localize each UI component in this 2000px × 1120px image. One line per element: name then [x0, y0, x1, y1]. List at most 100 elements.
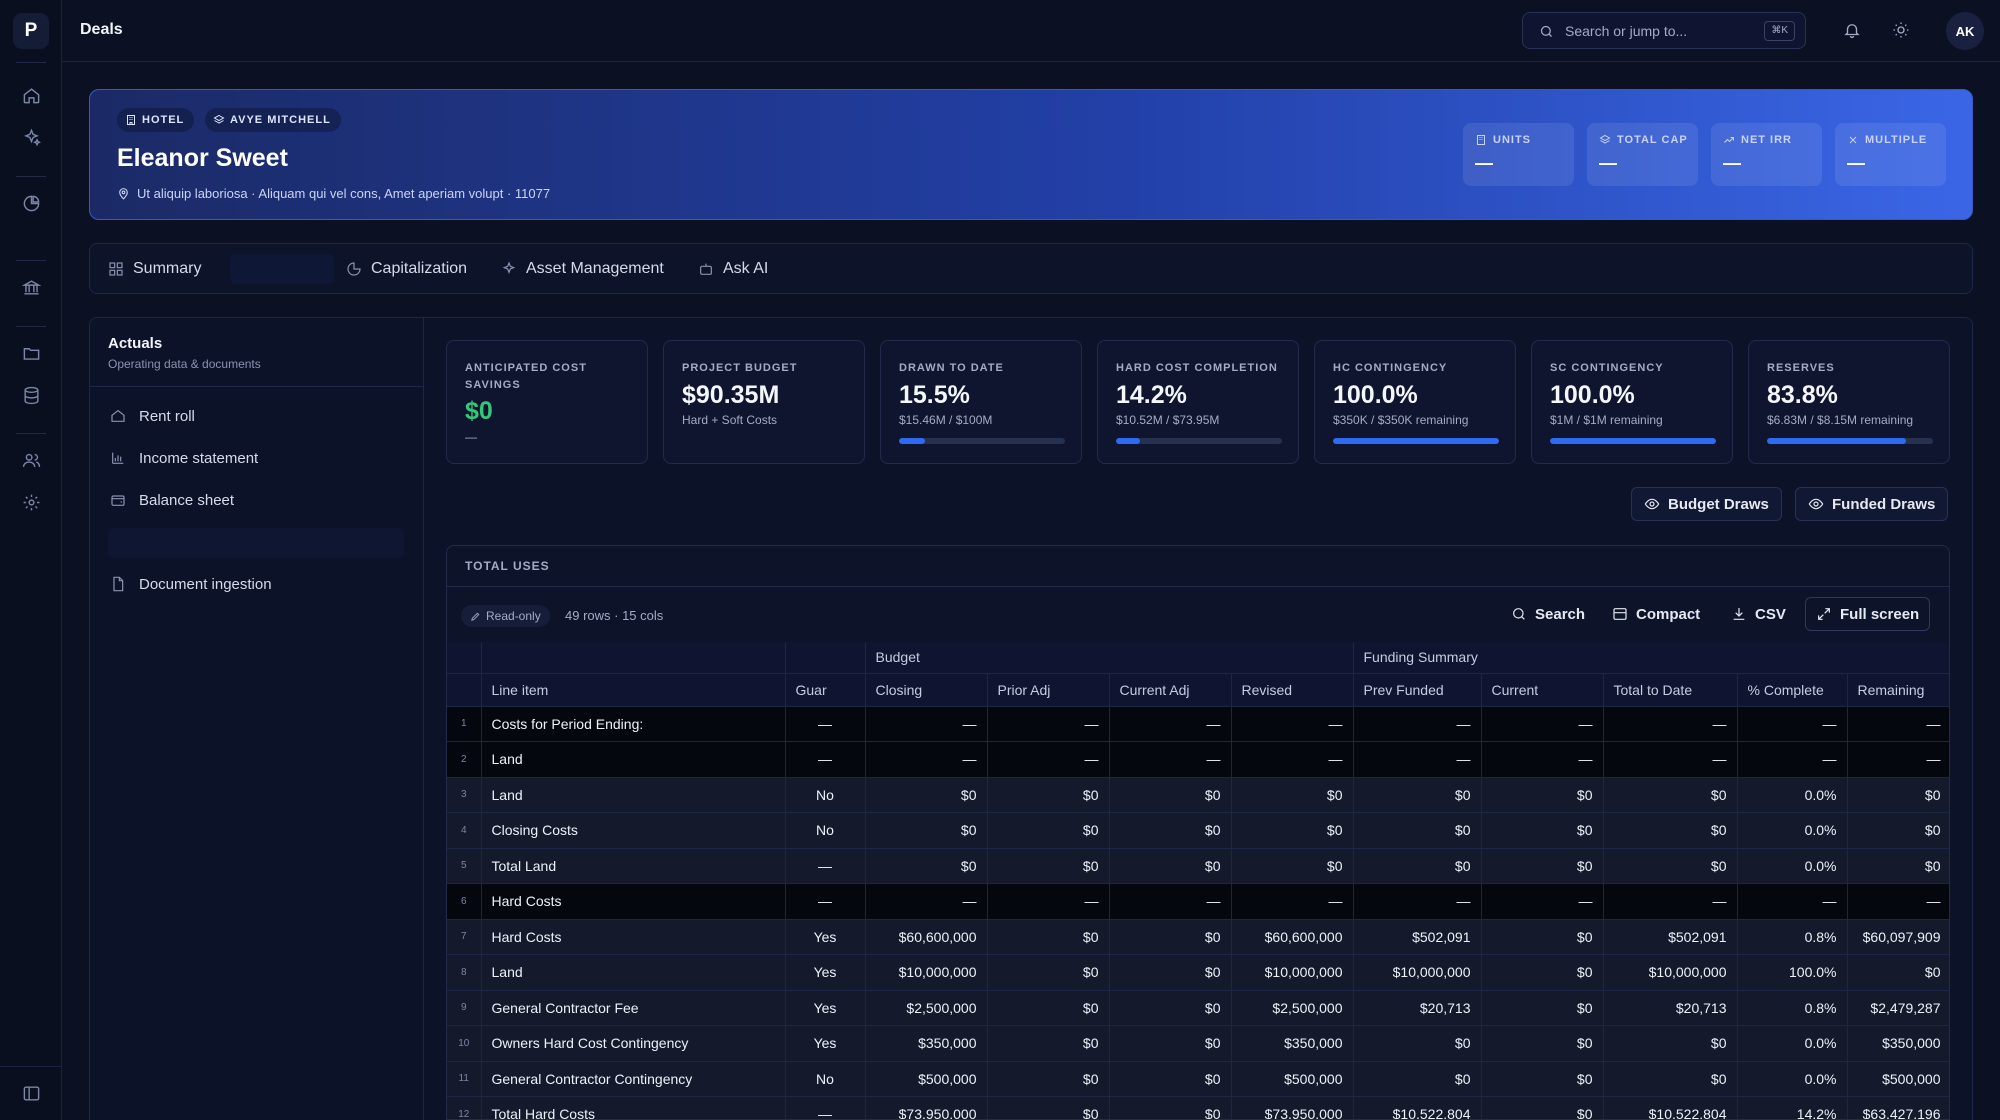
table-cell: 0.0%	[1737, 812, 1848, 849]
grid-icon	[109, 261, 123, 276]
app-logo[interactable]: P	[13, 13, 49, 49]
table-row[interactable]: 9 General Contractor Fee Yes $2,500,000 $0 $0…	[447, 990, 1949, 1026]
budget-draws-button[interactable]: Budget Draws	[1631, 487, 1782, 521]
table-row[interactable]: 4 Closing Costs No $0 $0 $0 $0 $0 $0 $0 0.0% $0	[447, 812, 1949, 849]
sun-icon[interactable]	[1889, 18, 1913, 42]
table-cell: $0	[865, 777, 988, 813]
tag-property-type: HOTEL	[117, 108, 195, 132]
table-cell: $2,500,000	[865, 990, 988, 1026]
column-header[interactable]: Remaining	[1847, 673, 1949, 707]
table-row[interactable]: 12 Total Hard Costs — $73,950,000 $0 $0 $73,95…	[447, 1096, 1949, 1119]
table-cell: $350,000	[1231, 1025, 1354, 1062]
column-header[interactable]: Current Adj	[1109, 673, 1232, 707]
funded-draws-button[interactable]: Funded Draws	[1795, 487, 1949, 521]
column-header[interactable]: Closing	[865, 673, 988, 707]
table-cell: —	[1737, 741, 1848, 778]
nav-balance-sheet[interactable]: Balance sheet	[110, 485, 234, 515]
table-row[interactable]: 1 Costs for Period Ending: — — — — — — — — — —	[447, 706, 1949, 742]
nav-income-statement[interactable]: Income statement	[110, 443, 258, 473]
table-search-button[interactable]: Search	[1501, 597, 1595, 631]
column-group-row: Budget Funding Summary	[447, 642, 1949, 674]
table-cell: $0	[1847, 812, 1949, 849]
table-cell: 14.2%	[1737, 1096, 1848, 1119]
table-cell: —	[1109, 706, 1232, 742]
layers-icon	[213, 114, 225, 124]
table-cell: Yes	[785, 1025, 866, 1062]
table-cell: $0	[1231, 848, 1354, 884]
column-header[interactable]: Revised	[1231, 673, 1354, 707]
table-row[interactable]: 10 Owners Hard Cost Contingency Yes $350,00…	[447, 1025, 1949, 1062]
column-header[interactable]: % Complete	[1737, 673, 1848, 707]
column-header[interactable]: Current	[1481, 673, 1604, 707]
sidebar-toggle-icon[interactable]	[17, 1079, 45, 1107]
tab-asset-management[interactable]: Asset Management	[501, 244, 664, 293]
nav-rent-roll[interactable]: Rent roll	[110, 401, 195, 431]
table-cell: $0	[1109, 1061, 1232, 1097]
kpi-subtext: $1M / $1M remaining	[1550, 413, 1663, 427]
table-row[interactable]: 8 Land Yes $10,000,000 $0 $0 $10,000,000 $10,00…	[447, 954, 1949, 991]
file-icon	[113, 576, 124, 592]
sparkles-icon[interactable]	[17, 123, 45, 151]
table-row[interactable]: 5 Total Land — $0 $0 $0 $0 $0 $0 $0 0.0% $0	[447, 848, 1949, 884]
csv-button[interactable]: CSV	[1721, 597, 1796, 631]
column-header[interactable]: Prev Funded	[1353, 673, 1482, 707]
table-cell: $0	[1353, 812, 1482, 849]
table-cell: $0	[1109, 990, 1232, 1026]
pie-chart-icon[interactable]	[17, 189, 45, 217]
table-cell: $0	[1603, 1061, 1738, 1097]
bell-icon[interactable]	[1840, 18, 1864, 42]
row-number: 1	[447, 706, 482, 742]
kpi-subtext: Hard + Soft Costs	[682, 413, 778, 427]
table-cell: 0.0%	[1737, 777, 1848, 813]
expand-icon	[1818, 608, 1830, 620]
avatar[interactable]: AK	[1946, 12, 1984, 50]
table-cell: $60,097,909	[1847, 919, 1949, 955]
search-input[interactable]: Search or jump to... ⌘K	[1522, 12, 1806, 49]
table-cell: $60,600,000	[1231, 919, 1354, 955]
table-cell: $0	[1603, 848, 1738, 884]
table-row[interactable]: 3 Land No $0 $0 $0 $0 $0 $0 $0 0.0% $0	[447, 777, 1949, 813]
layers-icon	[1599, 134, 1611, 144]
table-cell: $0	[1847, 954, 1949, 991]
database-icon[interactable]	[17, 381, 45, 409]
folder-icon[interactable]	[17, 339, 45, 367]
home-icon[interactable]	[17, 81, 45, 109]
table-row[interactable]: 11 General Contractor Contingency No $500,0…	[447, 1061, 1949, 1097]
gear-icon[interactable]	[17, 488, 45, 516]
compact-button[interactable]: Compact	[1602, 597, 1710, 631]
tab-capitalization[interactable]: Capitalization	[346, 244, 467, 293]
deal-header: HOTEL AVYE MITCHELL Eleanor Sweet Ut ali…	[89, 89, 1973, 220]
stat-multiple: MULTIPLE —	[1835, 123, 1946, 186]
wallet-icon	[111, 495, 125, 506]
bank-icon[interactable]	[17, 273, 45, 301]
table-cell: —	[1353, 883, 1482, 920]
row-number: 8	[447, 954, 482, 991]
kpi-value: $90.35M	[682, 381, 780, 409]
table-cell: $0	[1481, 954, 1604, 991]
table-cell: $10,000,000	[865, 954, 988, 991]
tab-summary[interactable]: Summary	[108, 244, 201, 293]
full-screen-button[interactable]: Full screen	[1805, 597, 1931, 631]
table-title: TOTAL USES	[465, 559, 550, 573]
kpi-label: SC CONTINGENCY	[1550, 362, 1664, 374]
stat-units: UNITS —	[1463, 123, 1574, 186]
table-cell: $10,000,000	[1353, 954, 1482, 991]
table-cell: $0	[987, 954, 1110, 991]
column-header[interactable]: Line item	[481, 673, 786, 707]
tab-ask-ai[interactable]: Ask AI	[698, 244, 768, 293]
table-cell: $0	[1109, 777, 1232, 813]
table-row[interactable]: 2 Land — — — — — — — — — —	[447, 741, 1949, 778]
table-cell: $0	[987, 848, 1110, 884]
table-row[interactable]: 6 Hard Costs — — — — — — — — — —	[447, 883, 1949, 920]
group-budget: Budget	[865, 642, 1354, 674]
card-divider	[447, 586, 1949, 587]
table-row[interactable]: 7 Hard Costs Yes $60,600,000 $0 $0 $60,600,000…	[447, 919, 1949, 955]
line-item-cell: Hard Costs	[481, 919, 786, 955]
table-cell: —	[1603, 706, 1738, 742]
column-header[interactable]: Guar	[785, 673, 866, 707]
column-header[interactable]: Prior Adj	[987, 673, 1110, 707]
nav-document-ingestion[interactable]: Document ingestion	[110, 569, 272, 599]
users-icon[interactable]	[17, 446, 45, 474]
column-header[interactable]: Total to Date	[1603, 673, 1738, 707]
table-cell: $73,950,000	[1231, 1096, 1354, 1119]
